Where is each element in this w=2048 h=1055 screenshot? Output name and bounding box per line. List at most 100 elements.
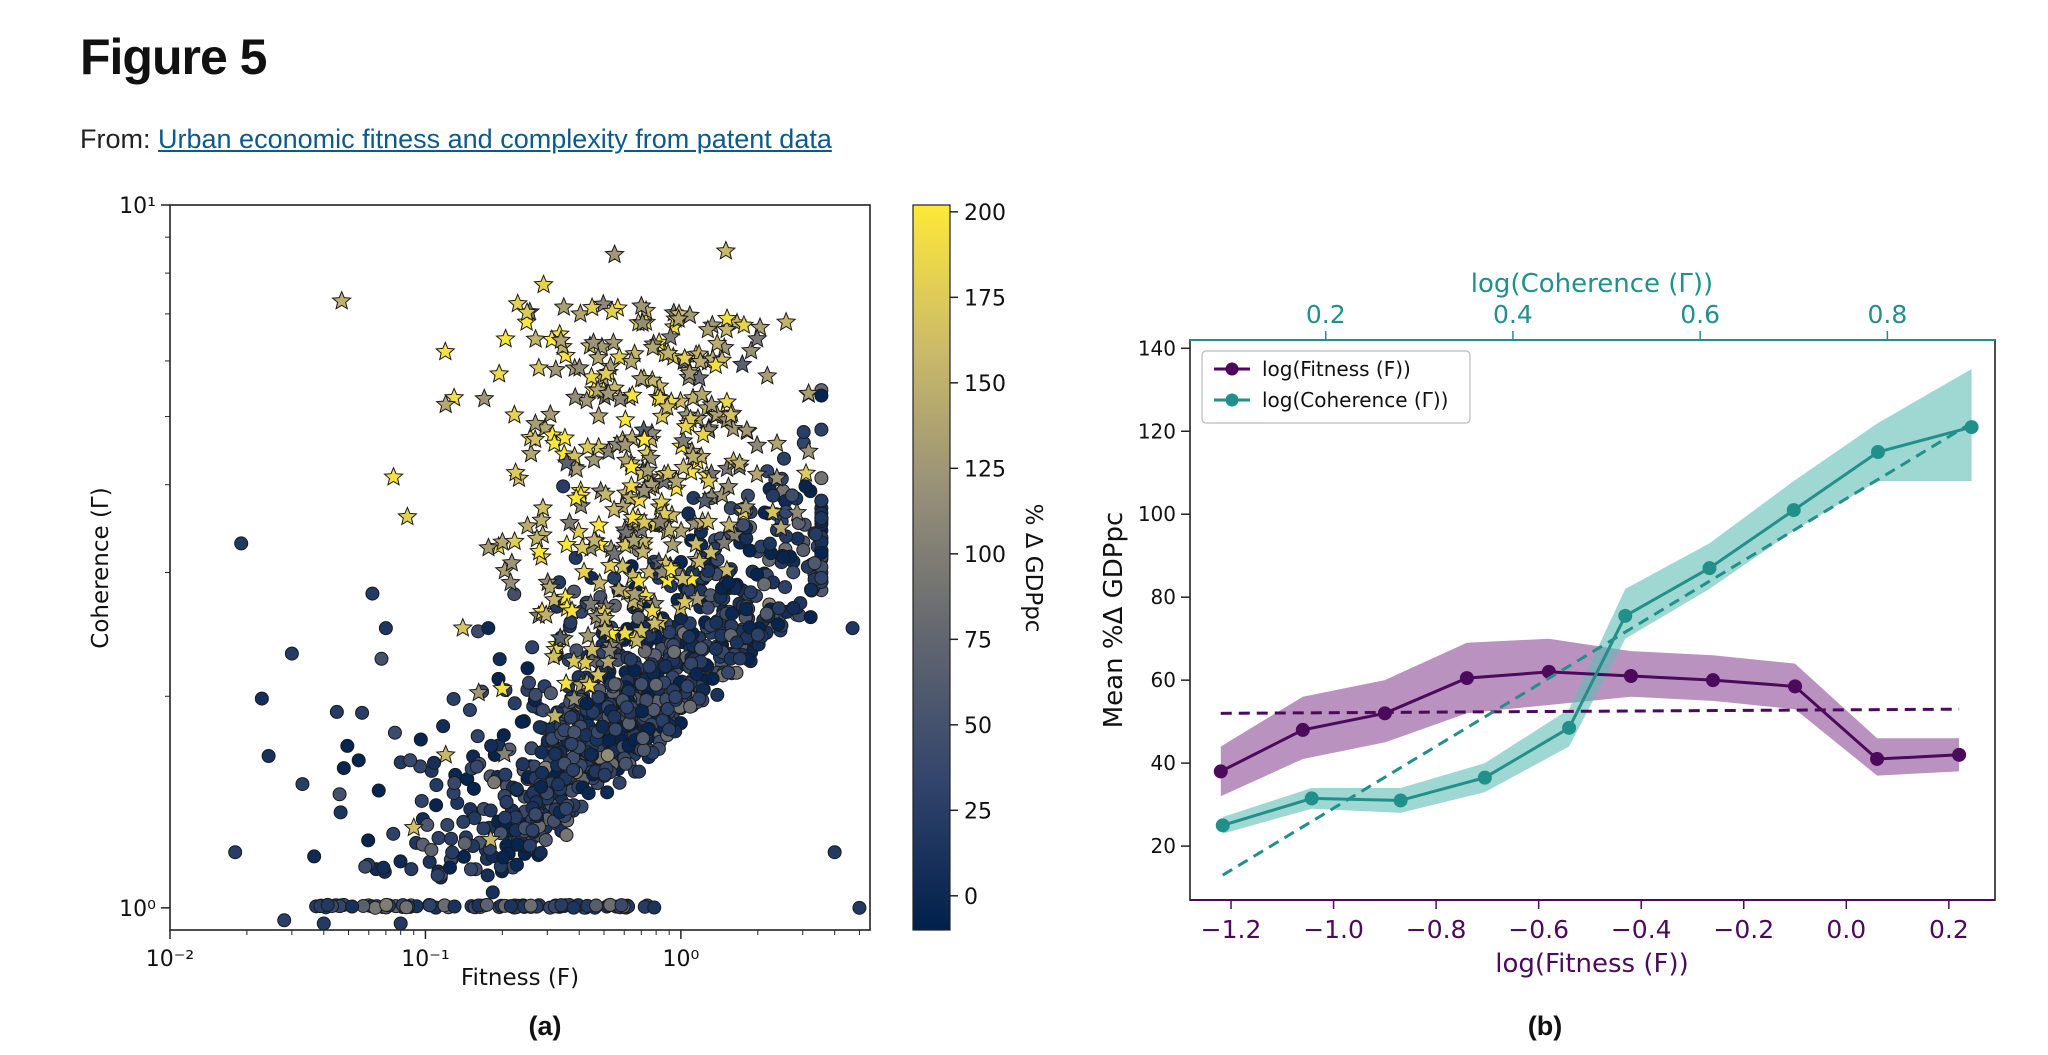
scatter-circle: [786, 600, 801, 615]
scatter-star: [331, 290, 352, 310]
fitness-point: [1788, 679, 1803, 694]
scatter-star: [746, 328, 768, 348]
scatter-star: [474, 388, 495, 408]
scatter-star: [478, 537, 499, 557]
panel-b-ticks: −1.2 −1.0 −0.8 −0.6 −0.4 −0.2 0.0 0.2 0.2 0.4 0.6 0…: [1138, 300, 1969, 944]
scatter-star: [452, 617, 474, 637]
scatter-star: [657, 342, 679, 363]
scatter-circle: [492, 652, 507, 667]
scatter-star: [559, 512, 580, 532]
fitness-point: [1213, 764, 1228, 779]
colorbar-tick-label: 25: [964, 799, 992, 824]
scatter-star: [603, 499, 625, 519]
scatter-circle: [551, 777, 566, 792]
scatter-circle: [340, 738, 355, 753]
scatter-circle: [579, 696, 594, 711]
scatter-star: [668, 308, 689, 328]
scatter-star: [614, 434, 636, 454]
panel-b-ylabel: Mean %Δ GDPpc: [1099, 512, 1129, 729]
colorbar-tick-label: 175: [964, 286, 1006, 311]
b-y-tick-label: 100: [1138, 502, 1176, 526]
scatter-circle: [462, 703, 477, 718]
scatter-circle: [484, 738, 499, 753]
scatter-circle: [814, 422, 829, 437]
scatter-star: [583, 449, 605, 469]
legend-box: [1201, 350, 1471, 424]
scatter-circle: [567, 725, 582, 740]
scatter-circle: [559, 828, 574, 843]
scatter-circle: [336, 761, 351, 776]
source-link[interactable]: Urban economic fitness and complexity fr…: [158, 124, 832, 154]
scatter-circle: [403, 753, 418, 768]
scatter-circle: [581, 786, 596, 801]
scatter-star: [528, 357, 550, 377]
scatter-star: [656, 396, 678, 416]
scatter-circle: [535, 765, 550, 780]
scatter-circle: [399, 900, 414, 915]
scatter-circle: [660, 701, 675, 716]
panel-b-x2label: log(Coherence (Γ)): [1471, 269, 1713, 299]
scatter-star: [716, 318, 737, 339]
scatter-star: [624, 583, 645, 603]
scatter-circle: [618, 756, 633, 771]
scatter-star: [775, 311, 797, 331]
scatter-circle: [534, 745, 549, 760]
scatter-star: [495, 328, 516, 348]
scatter-star: [746, 434, 768, 455]
scatter-circle: [485, 885, 500, 900]
scatter-circle: [413, 732, 428, 747]
b-x2-tick-label: 0.8: [1867, 300, 1907, 329]
scatter-circle: [636, 731, 651, 746]
panel-b-plot: [1213, 369, 1979, 877]
scatter-star: [554, 427, 576, 447]
scatter-star: [766, 467, 788, 487]
scatter-star: [525, 328, 546, 349]
panel-b: −1.2 −1.0 −0.8 −0.6 −0.4 −0.2 0.0 0.2 0.2 0.4 0.6 0…: [1099, 269, 1996, 1041]
scatter-circle: [538, 832, 553, 847]
scatter-star: [403, 817, 425, 837]
scatter-circle: [440, 817, 455, 832]
b-y-tick-label: 120: [1138, 419, 1176, 443]
scatter-circle: [379, 897, 394, 912]
scatter-circle: [422, 854, 437, 869]
panel-a-ticks: 10⁻² 10⁻¹ 10⁰ 10⁰ 10¹: [119, 194, 860, 972]
scatter-star: [798, 440, 819, 461]
scatter-circle: [623, 652, 638, 667]
b-x2-tick-label: 0.2: [1306, 300, 1346, 329]
scatter-star: [531, 509, 552, 530]
scatter-star: [724, 524, 745, 544]
scatter-circle: [647, 900, 662, 915]
coherence-point: [1477, 770, 1492, 785]
scatter-star: [685, 533, 707, 553]
scatter-circle: [667, 644, 682, 659]
panel-b-legend: log(Fitness (F)) log(Coherence (Γ)): [1201, 350, 1471, 424]
scatter-star: [718, 476, 739, 496]
scatter-star: [770, 517, 792, 537]
scatter-circle: [600, 748, 615, 763]
scatter-circle: [705, 671, 720, 686]
scatter-circle: [607, 709, 622, 724]
scatter-star: [694, 490, 716, 510]
y-tick-label: 10⁰: [119, 897, 156, 922]
panel-a-ylabel: Coherence (Γ): [88, 487, 114, 648]
scatter-star: [713, 532, 735, 552]
scatter-circle: [521, 675, 536, 690]
fitness-confidence-band: [1220, 638, 1960, 797]
scatter-star: [731, 353, 753, 374]
scatter-circle: [636, 743, 651, 758]
colorbar-tick-label: 50: [964, 714, 992, 739]
scatter-circle: [427, 755, 442, 770]
scatter-star: [640, 447, 661, 468]
scatter-circle: [729, 635, 744, 650]
scatter-circle: [457, 836, 472, 851]
fitness-point: [1295, 722, 1310, 737]
scatter-circle: [361, 833, 376, 848]
scatter-circle: [261, 749, 276, 764]
scatter-circle: [355, 705, 370, 720]
scatter-star: [689, 550, 710, 571]
coherence-point: [1393, 793, 1408, 808]
scatter-circle: [528, 807, 543, 822]
b-x-tick-label: 0.0: [1826, 915, 1866, 944]
scatter-circle: [814, 493, 829, 508]
